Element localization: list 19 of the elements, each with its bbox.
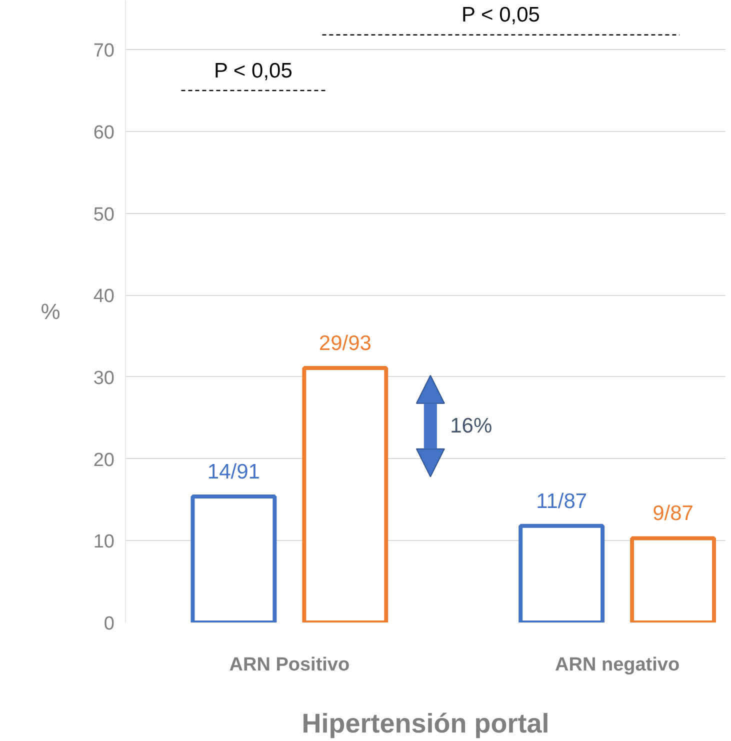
x-tick-label: ARN Positivo [229,654,350,676]
data-label: 29/93 [318,332,372,355]
y-tick-label: 60 [93,122,115,144]
y-tick-label: 20 [93,450,115,471]
annotation: P < 0,05 [214,59,292,82]
x-axis-title: Hipertensión portal [302,708,550,738]
y-tick-label: 0 [104,614,115,634]
annotation: 16% [450,414,492,438]
annotation: P < 0,05 [462,4,540,27]
x-tick-label: ARN negativo [555,654,680,676]
y-tick-label: 70 [93,40,115,62]
data-label: 14/91 [207,460,260,484]
y-tick-label: 30 [93,368,115,389]
data-label: 9/87 [652,502,694,526]
y-tick-label: 50 [93,204,115,226]
y-tick-label: 40 [93,286,115,308]
y-tick-label: 10 [93,532,115,553]
data-label: 11/87 [536,490,588,513]
y-axis-title: % [40,299,60,324]
